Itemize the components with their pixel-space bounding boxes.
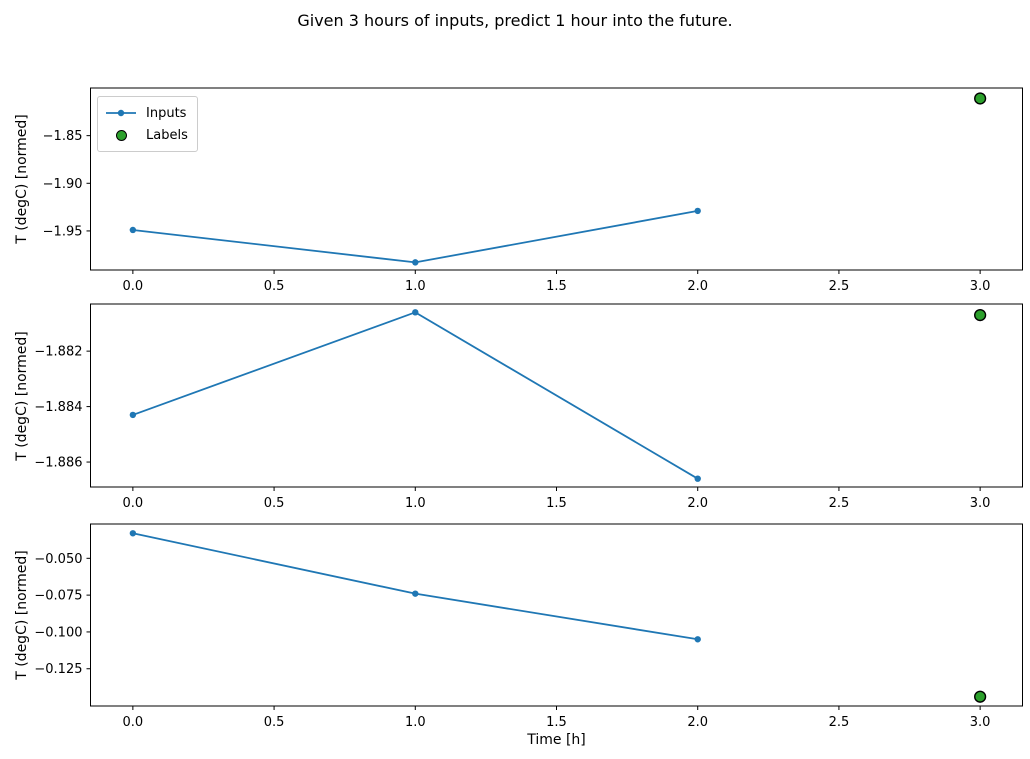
inputs-marker (412, 309, 419, 316)
inputs-marker (129, 411, 137, 419)
y-tick-label: −1.884 (34, 400, 82, 415)
subplot-canvas-1: −1.85 −1.90 −1.95 0.0 0.5 1.0 1.5 2.0 2.5 3.0 (43, 87, 1023, 294)
subplot-canvas-2: −1.882 −1.884 −1.886 0.0 0.5 1.0 1.5 2.0 2.5 3.0 (34, 303, 1023, 511)
x-tick-label: 1.0 (405, 496, 426, 511)
labels-point (974, 690, 987, 703)
legend-label-labels: Labels (146, 127, 188, 143)
x-tick-label: 1.5 (546, 279, 567, 294)
x-tick-label: 2.5 (829, 715, 850, 730)
inputs-line (132, 311, 699, 480)
x-tick-label: 2.0 (687, 279, 708, 294)
x-tick-label: 3.0 (970, 715, 991, 730)
x-tick-label: 2.0 (687, 496, 708, 511)
y-tick-label: −0.100 (34, 625, 82, 640)
labels-point (974, 92, 987, 105)
legend-label-inputs: Inputs (146, 105, 187, 121)
y-tick-label: −1.95 (43, 224, 83, 239)
x-tick-label: 0.0 (123, 715, 144, 730)
y-tick-label: −0.075 (34, 589, 82, 604)
x-tick-label: 0.5 (264, 715, 285, 730)
legend-entry-labels: Labels (105, 124, 188, 146)
inputs-marker (129, 226, 137, 234)
x-axis-label: Time [h] (527, 732, 586, 748)
x-tick-label: 1.0 (405, 715, 426, 730)
y-axis-label-3: T (degC) [normed] (14, 550, 30, 680)
legend: Inputs Labels (97, 96, 198, 152)
x-tick-label: 0.0 (123, 279, 144, 294)
subplot-canvas-3: −0.050 −0.075 −0.100 −0.125 0.0 0.5 1.0 1.5 2.0 2… (34, 523, 1023, 730)
x-tick-label: 1.5 (546, 496, 567, 511)
inputs-marker (412, 590, 419, 597)
y-axis-label-1: T (degC) [normed] (14, 114, 30, 244)
y-tick-label: −1.886 (34, 456, 82, 471)
y-tick-label: −1.882 (34, 345, 82, 360)
x-tick-label: 0.5 (264, 496, 285, 511)
y-tick-label: −1.85 (43, 129, 83, 144)
x-tick-label: 2.0 (687, 715, 708, 730)
inputs-marker (412, 259, 419, 266)
inputs-marker (129, 530, 137, 537)
axes-border (90, 87, 1023, 271)
legend-entry-inputs: Inputs (105, 102, 188, 124)
y-tick-label: −0.125 (34, 662, 82, 677)
axes-border (90, 523, 1023, 707)
inputs-marker (694, 207, 701, 215)
x-tick-label: 3.0 (970, 279, 991, 294)
x-tick-label: 1.0 (405, 279, 426, 294)
labels-point (974, 308, 987, 322)
x-tick-label: 2.5 (829, 279, 850, 294)
inputs-line (132, 532, 698, 641)
y-tick-label: −1.90 (43, 177, 83, 192)
inputs-marker (694, 636, 701, 643)
x-tick-label: 3.0 (970, 496, 991, 511)
y-tick-label: −0.050 (34, 552, 82, 567)
labels-dot-icon (105, 129, 137, 141)
inputs-line-icon (105, 107, 137, 119)
x-tick-label: 0.0 (123, 496, 144, 511)
x-tick-label: 0.5 (264, 279, 285, 294)
inputs-line (132, 210, 698, 264)
inputs-marker (694, 475, 701, 482)
y-axis-label-2: T (degC) [normed] (14, 331, 30, 461)
x-tick-label: 2.5 (829, 496, 850, 511)
x-tick-label: 1.5 (546, 715, 567, 730)
figure-title: Given 3 hours of inputs, predict 1 hour … (297, 11, 733, 30)
